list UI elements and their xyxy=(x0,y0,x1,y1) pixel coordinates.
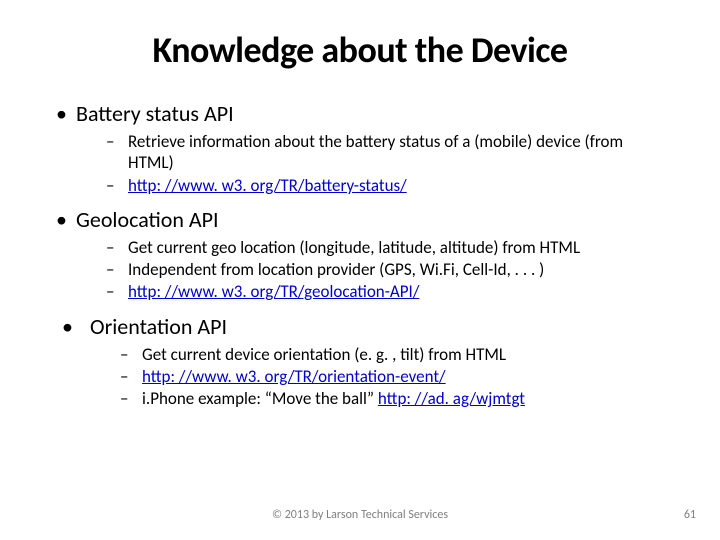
bullet-battery: Battery status API Retrieve information … xyxy=(50,100,670,196)
bullet-orientation: Orientation API Get current device orien… xyxy=(50,313,670,410)
sub-item: http: //www. w3. org/TR/geolocation-API/ xyxy=(76,281,670,302)
bullet-geolocation: Geolocation API Get current geo location… xyxy=(50,206,670,303)
link-battery-status[interactable]: http: //www. w3. org/TR/battery-status/ xyxy=(128,175,407,196)
bullet-label: Geolocation API xyxy=(76,206,219,233)
slide-number: 61 xyxy=(684,508,696,522)
bullet-list: Battery status API Retrieve information … xyxy=(50,100,670,409)
sub-item: i.Phone example: “Move the ball” http: /… xyxy=(90,388,670,409)
sub-list: Get current device orientation (e. g. , … xyxy=(90,344,670,410)
sub-item: http: //www. w3. org/TR/orientation-even… xyxy=(90,366,670,387)
slide: Knowledge about the Device Battery statu… xyxy=(0,0,720,540)
bullet-label: Battery status API xyxy=(76,100,234,127)
footer-copyright: © 2013 by Larson Technical Services xyxy=(0,508,720,522)
sub-list: Retrieve information about the battery s… xyxy=(76,131,670,196)
bullet-label: Orientation API xyxy=(90,313,227,340)
sub-item: Get current device orientation (e. g. , … xyxy=(90,344,670,365)
link-orientation-event[interactable]: http: //www. w3. org/TR/orientation-even… xyxy=(142,366,446,387)
sub-list: Get current geo location (longitude, lat… xyxy=(76,237,670,303)
sub-item: Independent from location provider (GPS,… xyxy=(76,259,670,280)
sub-item: http: //www. w3. org/TR/battery-status/ xyxy=(76,175,670,196)
sub-item: Retrieve information about the battery s… xyxy=(76,131,670,174)
link-geolocation-api[interactable]: http: //www. w3. org/TR/geolocation-API/ xyxy=(128,281,419,302)
sub-item: Get current geo location (longitude, lat… xyxy=(76,237,670,258)
slide-title: Knowledge about the Device xyxy=(50,28,670,72)
link-move-the-ball[interactable]: http: //ad. ag/wjmtgt xyxy=(378,388,525,409)
